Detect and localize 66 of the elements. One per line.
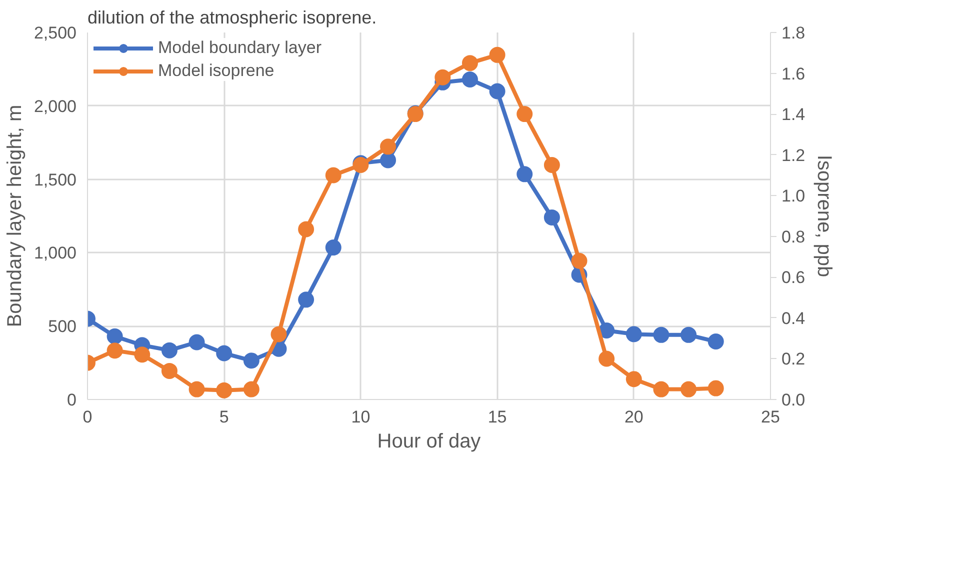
point [380, 138, 396, 155]
point [462, 71, 478, 88]
y-tick-label: 2,500 [34, 24, 77, 42]
y2-tick-label: 1.8 [782, 24, 806, 42]
y-tick-label: 1,000 [34, 244, 77, 263]
point [243, 381, 260, 398]
y-tick-label: 500 [48, 317, 77, 336]
point [161, 342, 178, 358]
text: dilution of the atmospheric isoprene. [88, 8, 377, 28]
point [489, 83, 506, 100]
y-axis-title: Boundary layer height, m [4, 104, 26, 328]
point [325, 167, 342, 184]
point [489, 46, 506, 63]
point [708, 334, 724, 350]
point [325, 240, 342, 256]
point [708, 380, 724, 396]
x-tick-label: 20 [624, 408, 644, 426]
point [516, 106, 533, 122]
x-tick-label: 10 [351, 408, 370, 426]
y2-tick-label: 1.6 [782, 64, 806, 84]
point [598, 322, 615, 338]
y2-tick-label: 0.2 [782, 350, 806, 369]
point [544, 209, 560, 226]
point [106, 328, 123, 344]
point [626, 371, 642, 388]
y2-tick-label: 1.2 [782, 146, 806, 165]
point [653, 326, 670, 343]
point [161, 362, 178, 379]
y2-tick-label: 0.8 [782, 227, 806, 246]
x-axis-title: Hour of day [377, 430, 481, 452]
y-tick-label: 0 [67, 390, 77, 410]
point [680, 326, 697, 343]
point [462, 55, 478, 72]
x-tick-label: 25 [761, 408, 780, 426]
point [380, 152, 396, 168]
point [598, 350, 615, 367]
point [298, 292, 314, 308]
y2-tick-label: 1.4 [782, 105, 806, 124]
point [680, 381, 697, 398]
point [544, 157, 560, 174]
point [298, 221, 314, 238]
legend-label: Model isoprene [158, 61, 274, 81]
point [653, 381, 670, 398]
point [516, 166, 533, 182]
y2-tick-label: 0.0 [782, 390, 806, 410]
point [106, 342, 123, 359]
point [571, 252, 588, 269]
point [270, 326, 287, 342]
point [134, 346, 150, 363]
point [434, 69, 451, 86]
y-tick-label: 2,000 [34, 96, 77, 116]
x-tick-label: 15 [488, 408, 507, 426]
point [188, 381, 205, 398]
y2-tick-label: 0.4 [782, 308, 806, 328]
legend-label: Model boundary layer [158, 38, 322, 58]
point [216, 382, 232, 398]
x-tick-label: 5 [219, 408, 229, 426]
x-tick-label: 0 [82, 408, 92, 426]
point [626, 326, 642, 342]
point [216, 345, 232, 362]
y2-tick-label: 0.6 [782, 268, 806, 288]
point [243, 352, 260, 369]
y2-axis-title: Isoprene, ppb [813, 154, 836, 278]
y-tick-label: 1,500 [34, 170, 77, 190]
point [188, 334, 205, 350]
y2-tick-label: 1.0 [782, 186, 806, 206]
